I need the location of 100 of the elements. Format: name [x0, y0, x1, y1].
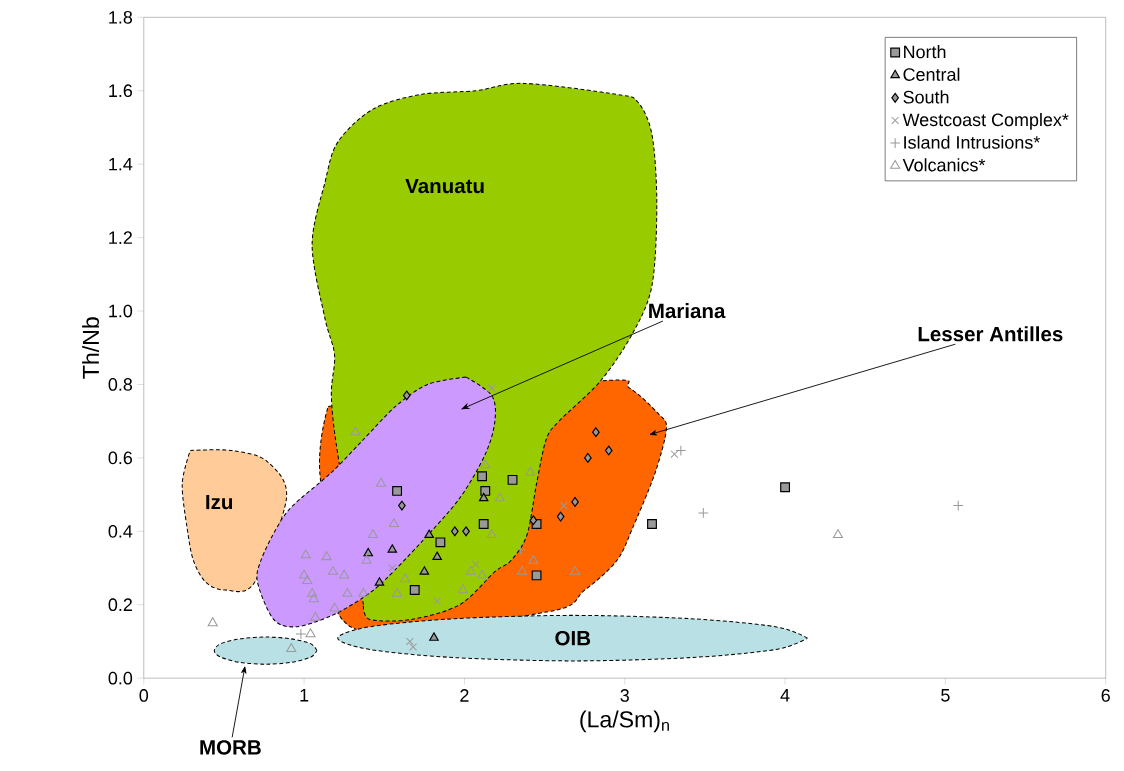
- x-tick-label: 1: [300, 688, 309, 702]
- point: [388, 517, 399, 527]
- series-label: OIB: [555, 630, 591, 646]
- legend-label: Island Intrusions*: [904, 135, 1041, 149]
- legend-label: North: [904, 44, 946, 59]
- point: [604, 445, 613, 456]
- y-tick-label: 1.0: [109, 304, 133, 318]
- point: [409, 584, 420, 595]
- point: [374, 577, 385, 586]
- point: [299, 569, 310, 579]
- point: [584, 452, 592, 463]
- y-tick-label: 0.0: [108, 671, 133, 685]
- legend-label: Volcanics*: [902, 158, 986, 172]
- point: [321, 550, 332, 560]
- point: [507, 474, 518, 485]
- point: [405, 637, 414, 646]
- legend-label: Central: [903, 67, 960, 81]
- y-axis-title: Th/Nb: [82, 317, 100, 379]
- point: [375, 477, 387, 487]
- point: [327, 565, 339, 575]
- text: Mariana: [649, 302, 726, 318]
- point: [569, 565, 581, 575]
- point: [478, 518, 489, 529]
- point: [450, 526, 459, 537]
- point: [300, 549, 311, 559]
- text: MORB: [200, 739, 261, 755]
- point: [424, 529, 434, 538]
- x-tick-label: 2: [460, 688, 469, 702]
- point: [517, 565, 528, 575]
- x-tick-label: 4: [780, 688, 790, 702]
- point: [571, 496, 579, 507]
- point: [339, 569, 350, 579]
- point: [398, 500, 406, 511]
- point: [487, 383, 496, 392]
- point: [392, 485, 403, 496]
- point: [358, 587, 369, 597]
- point: [207, 617, 218, 626]
- point: [361, 554, 372, 564]
- series-label: Izu: [206, 494, 233, 510]
- point: [515, 544, 526, 555]
- point: [329, 602, 340, 612]
- x-tick-label: 3: [620, 688, 629, 702]
- point: [462, 526, 470, 537]
- x-tick-label: 0: [139, 688, 149, 702]
- x-tick-label: 6: [1101, 688, 1110, 702]
- y-tick-label: 0.4: [108, 524, 133, 538]
- point: [480, 459, 491, 469]
- x-tick-label: 5: [941, 688, 950, 702]
- point: [302, 574, 313, 584]
- point: [350, 426, 361, 436]
- point: [307, 587, 318, 597]
- x-axis-title: (La/Sm)$_{n}$: [580, 710, 669, 732]
- point: [556, 511, 565, 522]
- point: [342, 587, 353, 597]
- point: [670, 450, 679, 458]
- y-tick-label: 1.8: [109, 10, 133, 24]
- point: [305, 628, 316, 638]
- point: [559, 501, 568, 510]
- point: [592, 427, 600, 437]
- point: [525, 466, 536, 476]
- point: [367, 528, 379, 538]
- text: Lesser Antilles: [918, 326, 1063, 342]
- point: [433, 596, 442, 605]
- point: [310, 611, 321, 621]
- point: [529, 515, 538, 525]
- point: [480, 485, 491, 496]
- point: [419, 566, 430, 575]
- point: [697, 507, 709, 519]
- point: [477, 471, 487, 481]
- y-tick-label: 0.8: [108, 377, 133, 391]
- y-tick-label: 1.4: [109, 157, 133, 171]
- legend-label: Westcoast Complex*: [902, 112, 1069, 130]
- point: [363, 547, 374, 557]
- point: [392, 587, 403, 597]
- point: [457, 584, 468, 593]
- point: [647, 518, 657, 529]
- point: [286, 642, 297, 652]
- point: [400, 573, 411, 582]
- point: [832, 528, 844, 538]
- series-label: Vanuatu: [405, 178, 484, 193]
- point: [295, 628, 307, 640]
- point: [531, 570, 542, 581]
- point: [952, 499, 964, 511]
- y-tick-label: 0.6: [108, 451, 133, 464]
- point: [432, 551, 442, 560]
- point: [308, 593, 319, 603]
- point: [486, 528, 497, 538]
- legend-label: South: [903, 90, 949, 104]
- y-tick-label: 1.6: [109, 84, 133, 97]
- point: [478, 492, 489, 502]
- point: [494, 492, 505, 502]
- y-tick-label: 1.2: [109, 231, 132, 244]
- point: [528, 554, 539, 564]
- point: [675, 444, 687, 456]
- point: [476, 569, 488, 579]
- point: [429, 632, 439, 641]
- point: [402, 390, 411, 401]
- point: [387, 543, 398, 553]
- point: [409, 642, 418, 651]
- point: [435, 537, 446, 548]
